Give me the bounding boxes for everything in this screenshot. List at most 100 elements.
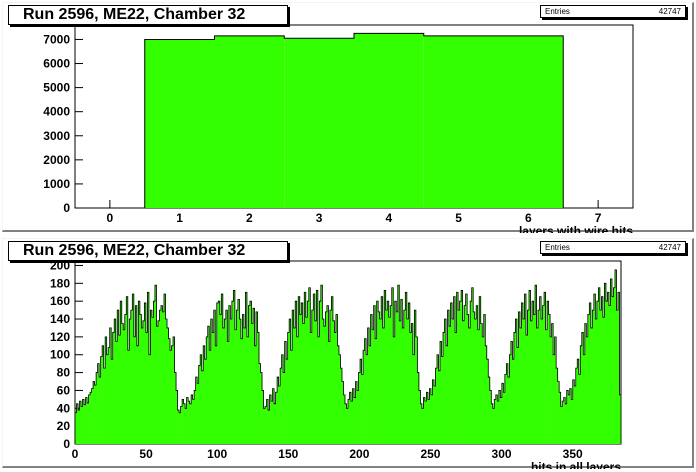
histogram-bin [139, 314, 142, 444]
histogram-bin [577, 359, 580, 444]
histogram-bin [75, 412, 77, 444]
y-tick-label: 40 [57, 401, 71, 415]
histogram-bin [593, 294, 596, 444]
histogram-bin [565, 403, 568, 444]
histogram-bin [495, 394, 498, 444]
x-tick-label: 350 [563, 447, 583, 461]
y-tick-label: 2000 [43, 153, 70, 167]
chart-panel-hits: 0 20 40 60 80 100 120 140 160 180 200 0 50 100 150 200 2… [2, 238, 694, 469]
histogram-bin [114, 319, 117, 444]
histogram-bin [581, 332, 584, 444]
histogram-bin [325, 311, 328, 444]
histogram-bin [590, 327, 593, 444]
histogram-bar [144, 39, 215, 208]
histogram-outline [144, 32, 564, 208]
histogram-bin [562, 401, 564, 444]
histogram-bin [82, 399, 85, 444]
histogram-bin [492, 408, 495, 444]
y-tick-label: 100 [50, 348, 70, 362]
histogram-bin [93, 381, 95, 444]
histogram-bin [530, 320, 533, 444]
histogram-bin [580, 345, 583, 444]
histogram-bin [328, 341, 331, 444]
histogram-bin [195, 377, 198, 444]
histogram-bar [493, 35, 564, 208]
x-tick-label: 100 [207, 447, 227, 461]
histogram-bin [260, 372, 263, 444]
histogram-bin [584, 323, 587, 444]
histogram-bin [121, 323, 124, 444]
histogram-bin [109, 327, 112, 444]
histogram-bin [542, 305, 545, 444]
histogram-bin [518, 311, 521, 444]
histogram-bin [265, 406, 267, 444]
histogram-bin [568, 394, 571, 444]
histogram-bin [385, 310, 388, 444]
histogram-bin [138, 301, 141, 444]
histogram-bin [601, 296, 604, 444]
histogram-bin [281, 354, 284, 444]
histogram-bin [269, 394, 272, 444]
histogram-bin [176, 390, 178, 444]
histogram-bin [182, 399, 184, 444]
histogram-bin [90, 392, 92, 444]
histogram-bin [148, 354, 151, 444]
histogram-bin [535, 285, 537, 444]
histogram-bin [212, 332, 215, 444]
histogram-bin [346, 408, 349, 444]
y-tick-label: 4000 [43, 105, 70, 119]
histogram-bin [375, 338, 377, 444]
histogram-bin [464, 305, 466, 444]
histogram-bin [486, 359, 489, 444]
histogram-bin [501, 383, 504, 444]
histogram-bin [105, 336, 107, 444]
histogram-bin [544, 292, 546, 444]
x-tick-label: 150 [278, 447, 298, 461]
histogram-bin [382, 327, 385, 444]
histogram-bin [447, 310, 450, 444]
histogram-bin [239, 319, 242, 444]
histogram-bin [302, 323, 305, 444]
histogram-bin [477, 329, 480, 444]
histogram-bin [316, 290, 319, 444]
histogram-bin [194, 390, 196, 444]
histogram-bin [354, 397, 356, 444]
histogram-bin [436, 354, 439, 444]
histogram-bin [421, 408, 424, 444]
histogram-bin [225, 310, 228, 444]
histogram-bin [352, 388, 355, 444]
histogram-bin [363, 350, 365, 444]
histogram-bin [444, 319, 447, 444]
histogram-bin [364, 338, 367, 444]
y-tick-label: 5000 [43, 81, 70, 95]
histogram-bin [170, 350, 172, 444]
y-tick-label: 7000 [43, 32, 70, 46]
histogram-bin [310, 332, 313, 444]
histogram-bin [268, 410, 270, 444]
x-tick-label: 2 [246, 211, 253, 225]
histogram-bin [613, 287, 616, 444]
histogram-bin [298, 296, 301, 444]
histogram-bin [387, 301, 390, 444]
histogram-bin [224, 319, 227, 444]
histogram-bin [397, 285, 400, 444]
histogram-bin [87, 402, 89, 444]
histogram-bin [331, 296, 334, 444]
histogram-bin [162, 311, 165, 444]
histogram-bin [519, 327, 522, 444]
histogram-bin [489, 390, 492, 444]
histogram-bin [167, 327, 169, 444]
histogram-bin [522, 319, 525, 444]
histogram-bin [420, 403, 423, 444]
y-tick-label: 80 [57, 366, 71, 380]
histogram-bin [548, 314, 551, 444]
histogram-bin [406, 319, 409, 444]
histogram-bin [206, 336, 209, 444]
histogram-bin [136, 345, 139, 444]
histogram-bin [483, 314, 486, 444]
histogram-bin [99, 377, 101, 444]
histogram-bin [482, 336, 485, 444]
chart-title: Run 2596, ME22, Chamber 32 [8, 241, 288, 261]
histogram-outline [74, 269, 622, 444]
